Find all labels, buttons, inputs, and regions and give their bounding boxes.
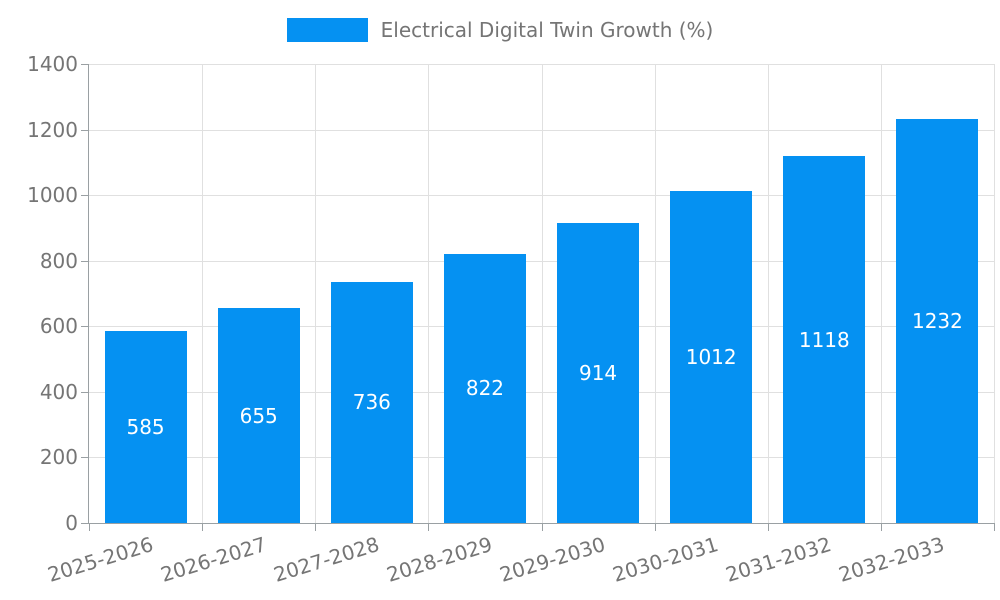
bar-value-label: 1012 — [685, 345, 737, 370]
bar-value-label: 1118 — [798, 327, 850, 352]
y-axis-tick-label: 600 — [39, 314, 78, 339]
bar[interactable]: 655 — [217, 308, 300, 523]
bar[interactable]: 914 — [557, 223, 640, 523]
bar-value-label: 585 — [126, 415, 165, 440]
x-axis-tick-label: 2025-2026 — [44, 532, 156, 587]
x-axis-tick — [654, 523, 656, 531]
gridline-vertical — [994, 64, 995, 523]
x-axis-tick — [880, 523, 882, 531]
bar[interactable]: 822 — [443, 253, 526, 523]
x-axis-tick — [202, 523, 204, 531]
plot-area: 585 655 736 822 914 1012 1118 1232 — [81, 64, 995, 531]
x-axis-tick — [315, 523, 317, 531]
gridline-vertical — [767, 64, 769, 523]
x-axis-tick-label: 2028-2029 — [383, 532, 495, 587]
gridline-vertical — [880, 64, 882, 523]
legend-label: Electrical Digital Twin Growth (%) — [380, 18, 714, 42]
x-axis-tick — [994, 523, 995, 531]
legend-swatch — [286, 18, 368, 42]
x-axis-tick — [428, 523, 430, 531]
bar-value-label: 914 — [578, 361, 618, 386]
bar[interactable]: 1118 — [783, 156, 866, 523]
bar[interactable]: 585 — [104, 331, 187, 523]
y-axis-tick-label: 200 — [39, 445, 78, 470]
y-axis-tick-label: 400 — [39, 379, 78, 404]
y-axis-tick — [81, 195, 89, 197]
x-axis-tick-label: 2029-2030 — [496, 532, 609, 587]
gridline-vertical — [428, 64, 430, 523]
y-axis-tick-label: 1000 — [27, 183, 78, 208]
gridline-vertical — [202, 64, 204, 523]
y-axis-tick — [81, 64, 89, 65]
bar-value-label: 655 — [239, 403, 278, 428]
gridline-vertical — [541, 64, 543, 523]
x-axis-tick — [541, 523, 543, 531]
y-axis-tick — [81, 326, 89, 328]
y-axis-tick-label: 800 — [39, 248, 78, 273]
y-axis-tick — [81, 523, 89, 524]
bar-value-label: 822 — [465, 376, 505, 401]
y-axis-tick-label: 1400 — [27, 52, 78, 76]
x-axis-tick-label: 2031-2032 — [723, 532, 835, 587]
y-axis-tick — [81, 457, 89, 459]
gridline-vertical — [654, 64, 656, 523]
y-axis-tick — [81, 260, 89, 262]
gridline-vertical — [315, 64, 317, 523]
bar[interactable]: 1012 — [670, 191, 753, 523]
y-axis-tick-label: 1200 — [27, 117, 78, 142]
bar[interactable]: 736 — [330, 281, 413, 523]
legend[interactable]: Electrical Digital Twin Growth (%) — [0, 18, 1000, 42]
x-axis-tick-label: 2027-2028 — [270, 532, 382, 587]
x-axis-tick-label: 2026-2027 — [157, 532, 269, 587]
y-axis-tick-label: 0 — [65, 511, 78, 535]
x-axis-tick — [767, 523, 769, 531]
x-axis-tick-label: 2030-2031 — [609, 532, 722, 587]
x-axis-tick — [89, 523, 90, 531]
bar-value-label: 1232 — [911, 309, 963, 334]
bar-value-label: 736 — [352, 390, 391, 415]
x-axis-tick-label: 2032-2033 — [836, 532, 948, 587]
bar[interactable]: 1232 — [896, 119, 979, 523]
y-axis-tick — [81, 129, 89, 131]
y-axis-tick — [81, 391, 89, 393]
